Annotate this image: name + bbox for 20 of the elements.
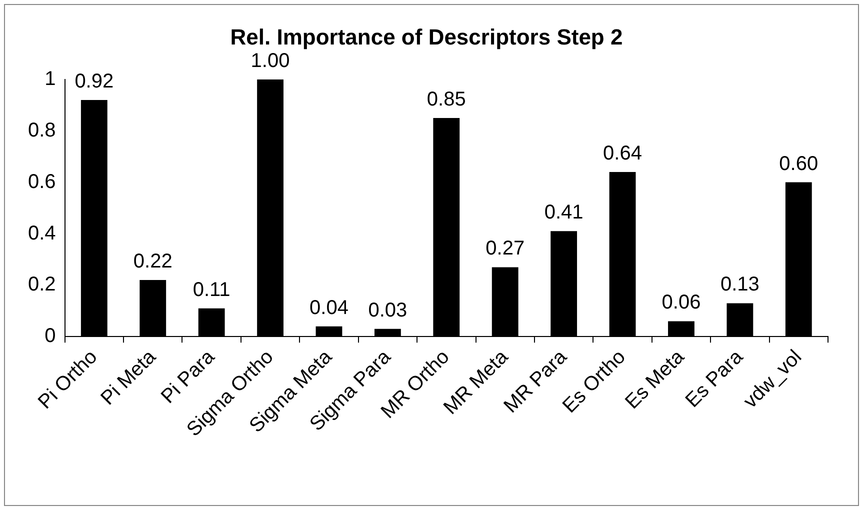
y-tick-label: 0.6 bbox=[28, 170, 56, 193]
data-label: 0.03 bbox=[368, 299, 408, 322]
data-label: 0.92 bbox=[74, 70, 114, 92]
chart-title: Rel. Importance of Descriptors Step 2 bbox=[230, 24, 623, 50]
data-label: 0.22 bbox=[133, 250, 172, 273]
data-label: 0.41 bbox=[544, 202, 584, 224]
data-label: 0.85 bbox=[426, 88, 466, 110]
data-label: 0.64 bbox=[603, 142, 642, 165]
y-tick-label: 1 bbox=[44, 68, 56, 90]
data-label: 0.60 bbox=[779, 152, 818, 175]
data-label: 1.00 bbox=[250, 50, 290, 72]
data-label: 0.27 bbox=[486, 238, 525, 260]
y-tick-label: 0.4 bbox=[28, 222, 56, 244]
data-label: 0.13 bbox=[720, 274, 760, 296]
y-tick-label: 0.2 bbox=[28, 274, 56, 296]
data-label: 0.04 bbox=[310, 296, 348, 319]
data-label: 0.11 bbox=[192, 278, 230, 301]
data-label: 0.06 bbox=[662, 292, 701, 314]
y-tick-label: 0.8 bbox=[28, 119, 56, 142]
y-tick-label: 0 bbox=[44, 325, 56, 348]
